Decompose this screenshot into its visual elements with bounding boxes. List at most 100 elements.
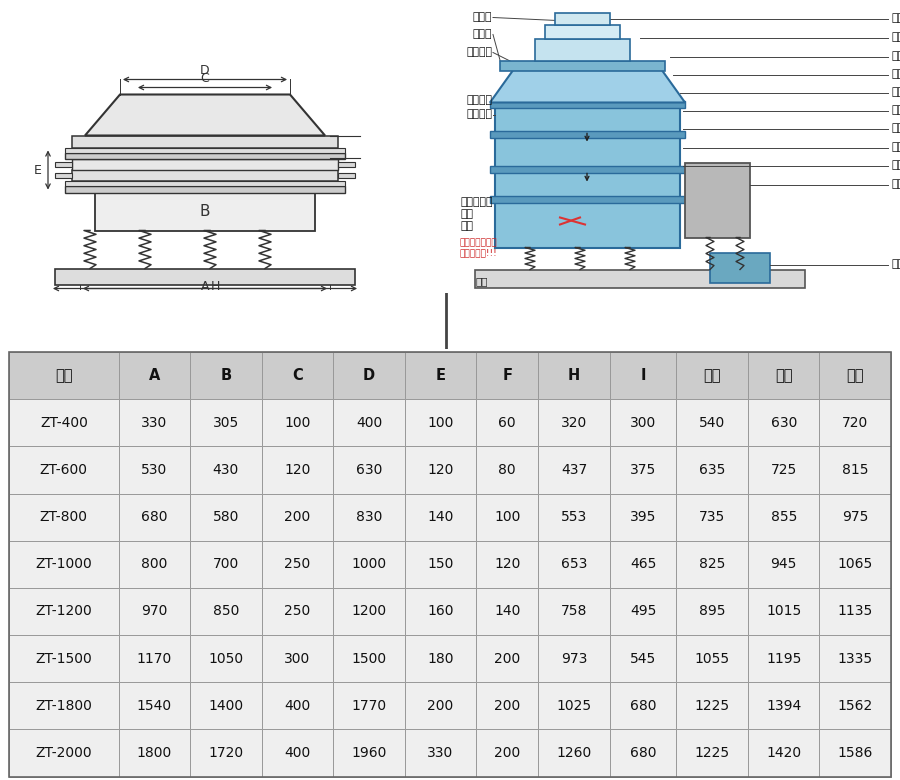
Bar bbox=[65, 147, 345, 153]
Text: 400: 400 bbox=[284, 699, 310, 713]
Bar bbox=[9, 682, 119, 729]
Bar bbox=[476, 635, 538, 682]
Polygon shape bbox=[85, 94, 325, 136]
Text: 545: 545 bbox=[630, 651, 656, 665]
Bar bbox=[119, 446, 190, 494]
Bar bbox=[476, 541, 538, 588]
Bar bbox=[748, 729, 820, 777]
Bar bbox=[748, 588, 820, 635]
Bar bbox=[190, 729, 262, 777]
Text: 250: 250 bbox=[284, 558, 310, 571]
Text: ZT-800: ZT-800 bbox=[40, 510, 88, 524]
Text: 100: 100 bbox=[428, 416, 454, 430]
Text: 945: 945 bbox=[770, 558, 796, 571]
Text: 辅助筛网: 辅助筛网 bbox=[891, 33, 900, 42]
Text: 735: 735 bbox=[699, 510, 725, 524]
Bar bbox=[190, 635, 262, 682]
Bar bbox=[333, 446, 405, 494]
Text: 430: 430 bbox=[212, 463, 239, 477]
Text: 300: 300 bbox=[630, 416, 656, 430]
Text: 800: 800 bbox=[141, 558, 167, 571]
Bar bbox=[677, 635, 748, 682]
Bar bbox=[405, 682, 476, 729]
Text: 653: 653 bbox=[561, 558, 587, 571]
Text: 120: 120 bbox=[284, 463, 310, 477]
Text: 束环: 束环 bbox=[460, 210, 473, 219]
Bar bbox=[476, 399, 538, 446]
Bar bbox=[538, 541, 609, 588]
Text: 970: 970 bbox=[141, 604, 167, 619]
Text: 200: 200 bbox=[284, 510, 310, 524]
Text: 150: 150 bbox=[428, 558, 454, 571]
Text: 级外重锤板: 级外重锤板 bbox=[891, 123, 900, 133]
Text: 80: 80 bbox=[499, 463, 516, 477]
Bar bbox=[490, 101, 685, 108]
Bar bbox=[262, 729, 333, 777]
Text: 895: 895 bbox=[699, 604, 725, 619]
Text: 635: 635 bbox=[699, 463, 725, 477]
Text: 830: 830 bbox=[356, 510, 382, 524]
Bar bbox=[609, 588, 677, 635]
Bar bbox=[65, 180, 345, 186]
Bar bbox=[333, 494, 405, 541]
Bar bbox=[677, 541, 748, 588]
Bar bbox=[405, 494, 476, 541]
Bar bbox=[538, 682, 609, 729]
Text: 160: 160 bbox=[428, 604, 454, 619]
Text: 1015: 1015 bbox=[766, 604, 801, 619]
Text: 140: 140 bbox=[428, 510, 454, 524]
Bar bbox=[538, 588, 609, 635]
Text: 1055: 1055 bbox=[695, 651, 730, 665]
Text: 球形清洁板: 球形清洁板 bbox=[891, 105, 900, 115]
Text: 1025: 1025 bbox=[556, 699, 591, 713]
Bar bbox=[476, 494, 538, 541]
Text: 1960: 1960 bbox=[351, 746, 387, 760]
Bar bbox=[820, 446, 891, 494]
Bar bbox=[333, 682, 405, 729]
Bar bbox=[9, 541, 119, 588]
Bar bbox=[405, 446, 476, 494]
Bar bbox=[476, 352, 538, 399]
Text: 975: 975 bbox=[842, 510, 868, 524]
Bar bbox=[333, 399, 405, 446]
Text: 1562: 1562 bbox=[838, 699, 873, 713]
Text: 100: 100 bbox=[494, 510, 520, 524]
Bar bbox=[609, 494, 677, 541]
Bar bbox=[609, 446, 677, 494]
Text: 辅助筛网: 辅助筛网 bbox=[891, 51, 900, 62]
Text: 中部框架: 中部框架 bbox=[466, 95, 492, 105]
Text: 758: 758 bbox=[561, 604, 587, 619]
Text: 200: 200 bbox=[494, 699, 520, 713]
Bar bbox=[555, 12, 610, 24]
Text: 120: 120 bbox=[494, 558, 520, 571]
Text: 973: 973 bbox=[561, 651, 587, 665]
Bar bbox=[405, 541, 476, 588]
Bar bbox=[262, 446, 333, 494]
Text: 弹簧: 弹簧 bbox=[460, 222, 473, 232]
Text: A: A bbox=[201, 279, 209, 292]
Bar bbox=[333, 541, 405, 588]
Bar bbox=[475, 270, 805, 288]
Text: 1170: 1170 bbox=[137, 651, 172, 665]
Bar bbox=[119, 682, 190, 729]
Text: E: E bbox=[34, 164, 42, 177]
Text: 筛网法兰: 筛网法兰 bbox=[891, 69, 900, 80]
Bar bbox=[820, 729, 891, 777]
Text: 305: 305 bbox=[212, 416, 239, 430]
Bar bbox=[262, 494, 333, 541]
Text: 495: 495 bbox=[630, 604, 656, 619]
Bar bbox=[405, 352, 476, 399]
Text: 二层: 二层 bbox=[775, 368, 793, 383]
Text: B: B bbox=[200, 204, 211, 219]
Text: 553: 553 bbox=[561, 510, 587, 524]
Text: 1260: 1260 bbox=[556, 746, 591, 760]
Bar bbox=[609, 541, 677, 588]
Bar bbox=[677, 399, 748, 446]
Bar bbox=[677, 352, 748, 399]
Text: 型号: 型号 bbox=[55, 368, 73, 383]
Text: 一层: 一层 bbox=[704, 368, 721, 383]
Text: B: B bbox=[220, 368, 231, 383]
Text: 700: 700 bbox=[212, 558, 239, 571]
Bar bbox=[476, 446, 538, 494]
Text: 1720: 1720 bbox=[209, 746, 244, 760]
